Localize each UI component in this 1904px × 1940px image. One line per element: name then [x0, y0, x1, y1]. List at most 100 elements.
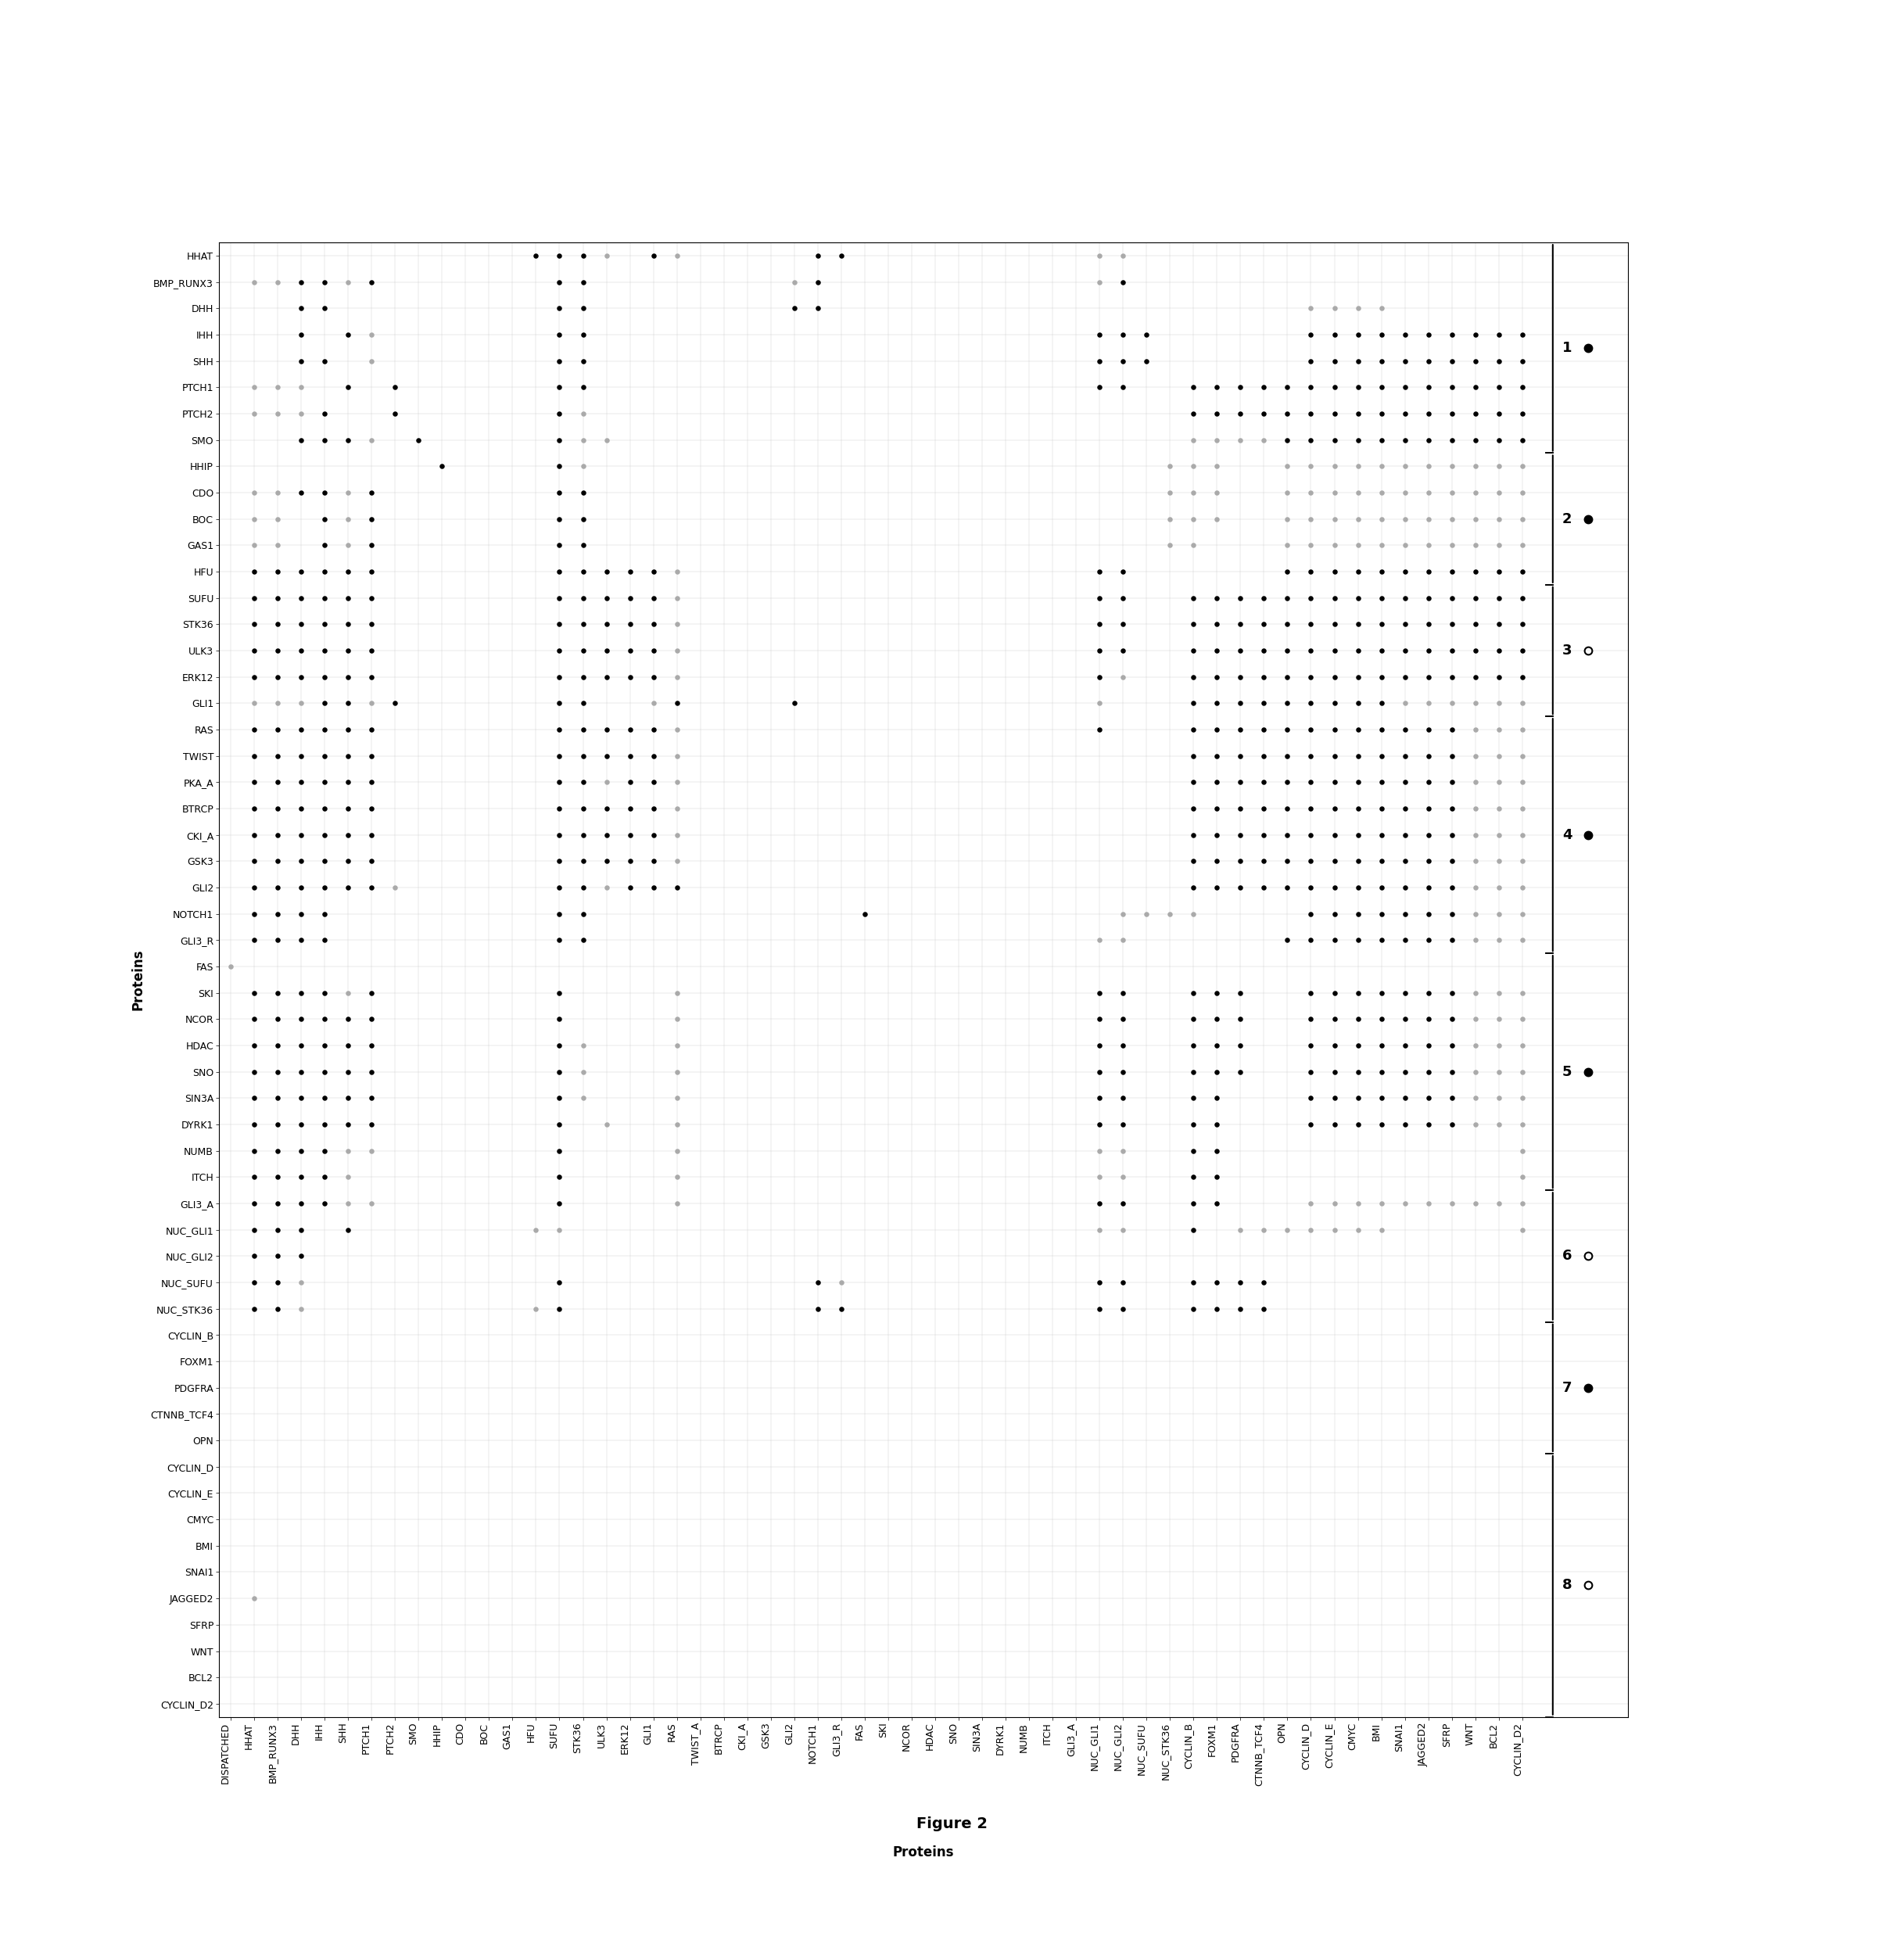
- Point: [286, 819, 316, 850]
- Point: [1413, 502, 1443, 534]
- Text: 4: 4: [1561, 828, 1573, 842]
- Point: [333, 741, 364, 772]
- Point: [1483, 898, 1514, 929]
- Point: [1319, 450, 1350, 481]
- Point: [779, 689, 809, 720]
- Point: [333, 530, 364, 561]
- Point: [308, 978, 341, 1009]
- Point: [1201, 1003, 1232, 1034]
- Point: [333, 1214, 364, 1245]
- Text: 6: 6: [1561, 1249, 1573, 1263]
- Point: [333, 1003, 364, 1034]
- Point: [520, 1214, 552, 1245]
- Point: [779, 293, 809, 324]
- Point: [1226, 846, 1257, 877]
- Point: [1413, 582, 1443, 613]
- Point: [1272, 1214, 1302, 1245]
- Point: [1413, 1083, 1443, 1114]
- Point: [1272, 398, 1302, 429]
- Point: [1179, 1083, 1209, 1114]
- Point: [1413, 925, 1443, 956]
- Point: [356, 1110, 387, 1141]
- Point: [663, 582, 693, 613]
- Point: [1342, 819, 1373, 850]
- Point: [1506, 1110, 1537, 1141]
- Point: [1342, 582, 1373, 613]
- Point: [1085, 609, 1116, 640]
- Point: [263, 1030, 293, 1061]
- Point: [1272, 634, 1302, 665]
- Point: [545, 293, 575, 324]
- Point: [1436, 477, 1466, 508]
- Point: [1367, 846, 1398, 877]
- Point: [308, 345, 341, 376]
- Point: [308, 502, 341, 534]
- Point: [1367, 689, 1398, 720]
- Point: [356, 978, 387, 1009]
- Point: [263, 1187, 293, 1218]
- Point: [1436, 846, 1466, 877]
- Point: [1272, 741, 1302, 772]
- Point: [1506, 345, 1537, 376]
- Point: [1390, 689, 1420, 720]
- Point: [1319, 925, 1350, 956]
- Point: [1272, 766, 1302, 797]
- Point: [1390, 662, 1420, 693]
- Point: [308, 662, 341, 693]
- Point: [1226, 398, 1257, 429]
- Point: [1413, 1110, 1443, 1141]
- Point: [1249, 609, 1279, 640]
- Point: [381, 689, 411, 720]
- Point: [545, 1294, 575, 1325]
- Point: [426, 450, 457, 481]
- Point: [1506, 871, 1537, 902]
- Point: [1413, 871, 1443, 902]
- Point: [1085, 1003, 1116, 1034]
- Point: [1413, 819, 1443, 850]
- Point: [1483, 846, 1514, 877]
- Point: [1506, 398, 1537, 429]
- Point: [567, 766, 598, 797]
- Point: [263, 530, 293, 561]
- Point: [356, 846, 387, 877]
- Point: [1226, 1003, 1257, 1034]
- Point: [1367, 1003, 1398, 1034]
- Point: [1319, 293, 1350, 324]
- Point: [615, 662, 645, 693]
- Point: [1108, 978, 1139, 1009]
- Point: [1506, 1003, 1537, 1034]
- Point: [1201, 398, 1232, 429]
- Point: [545, 1187, 575, 1218]
- Point: [286, 372, 316, 404]
- Point: [1319, 530, 1350, 561]
- Point: [263, 1294, 293, 1325]
- Point: [240, 1267, 270, 1298]
- Point: [1201, 477, 1232, 508]
- Point: [404, 425, 434, 456]
- Point: [1390, 320, 1420, 351]
- Point: [263, 1267, 293, 1298]
- Point: [1085, 925, 1116, 956]
- Point: [1319, 819, 1350, 850]
- Point: [333, 266, 364, 297]
- Point: [308, 714, 341, 745]
- Point: [1226, 766, 1257, 797]
- Point: [286, 1242, 316, 1273]
- Point: [333, 502, 364, 534]
- Point: [1367, 898, 1398, 929]
- Point: [1413, 634, 1443, 665]
- Point: [1342, 320, 1373, 351]
- Point: [1436, 398, 1466, 429]
- Point: [638, 241, 668, 272]
- Point: [263, 582, 293, 613]
- Point: [663, 819, 693, 850]
- Point: [545, 266, 575, 297]
- Point: [1108, 1110, 1139, 1141]
- Point: [308, 398, 341, 429]
- Point: [240, 398, 270, 429]
- Point: [356, 1055, 387, 1086]
- Point: [567, 557, 598, 588]
- Point: [1085, 1110, 1116, 1141]
- Point: [263, 477, 293, 508]
- Point: [1108, 241, 1139, 272]
